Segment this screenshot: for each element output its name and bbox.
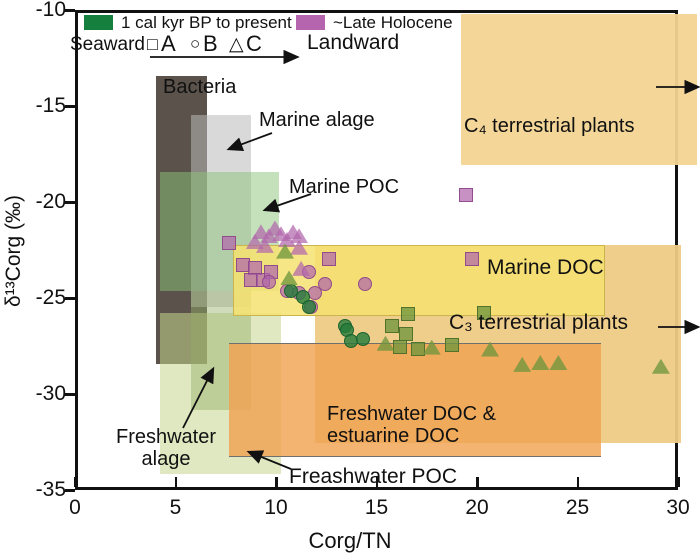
- x-tick-0: 0: [69, 496, 81, 519]
- x-tick-25: 25: [565, 496, 590, 519]
- x-tick-15: 15: [364, 496, 389, 519]
- x-tick-10: 10: [264, 496, 288, 519]
- data-point-circle: [358, 276, 373, 291]
- x-tick-30: 30: [666, 496, 690, 519]
- freshwater-algae-label: Freshwater alage: [115, 426, 217, 470]
- site-c-triangle-icon: △: [229, 34, 244, 55]
- y-tickmark: [65, 9, 75, 12]
- data-point-square: [458, 188, 473, 203]
- x-tick-5: 5: [169, 496, 182, 519]
- y-axis-title: δ¹³Corg (‰): [2, 195, 25, 308]
- data-point-square: [464, 251, 479, 266]
- x-tick-20: 20: [465, 496, 489, 519]
- data-point-square: [384, 318, 399, 333]
- marine-algae-label: Marine alage: [259, 109, 375, 131]
- y-tick--35: -35: [35, 478, 66, 501]
- y-tickmark: [65, 297, 75, 300]
- y-tickmark: [65, 201, 75, 204]
- legend-label-holocene: ~Late Holocene: [333, 13, 453, 32]
- marine-poc-label: Marine POC: [289, 176, 400, 198]
- data-point-circle: [318, 276, 333, 291]
- x-tickmark: [375, 477, 378, 487]
- plot-area: C₄ terrestrial plants C₃ terrestrial plan…: [75, 10, 698, 490]
- x-tickmark: [677, 477, 680, 487]
- x-tickmark: [275, 477, 278, 487]
- data-point-square: [410, 342, 425, 356]
- site-b-label: B: [203, 31, 218, 56]
- x-tickmark: [74, 477, 77, 487]
- freshwater-poc-label: Freashwater POC: [289, 465, 458, 488]
- data-point-square: [322, 251, 337, 266]
- y-tick--10: -10: [35, 0, 66, 21]
- data-point-square: [477, 305, 492, 320]
- y-tick--30: -30: [35, 382, 66, 405]
- c3-terrestrial-plants-label: C₃ terrestrial plants: [449, 311, 628, 334]
- x-tickmark: [174, 477, 177, 487]
- seaward-label: Seaward: [70, 34, 145, 55]
- x-tickmark: [576, 477, 579, 487]
- data-point-circle: [356, 332, 371, 347]
- y-tickmark: [65, 393, 75, 396]
- y-tick--15: -15: [35, 94, 66, 117]
- c4-terrestrial-plants-label: C₄ terrestrial plants: [464, 115, 635, 137]
- site-a-square-icon: □: [147, 34, 158, 54]
- marine-doc-label: Marine DOC: [487, 256, 604, 279]
- y-tick--20: -20: [35, 190, 66, 213]
- y-tickmark: [65, 105, 75, 108]
- data-point-square: [392, 340, 407, 355]
- marine-doc-region: [232, 245, 605, 317]
- x-tickmark: [476, 477, 479, 487]
- legend-label-recent: 1 cal kyr BP to present: [121, 13, 292, 32]
- x-axis-title: Corg/TN: [308, 528, 392, 553]
- data-point-square: [221, 236, 236, 251]
- data-point-circle: [261, 274, 276, 289]
- bacteria-label: Bacteria: [163, 76, 237, 98]
- y-tickmark: [65, 489, 75, 492]
- data-point-circle: [302, 299, 317, 314]
- legend-swatch-purple: [296, 15, 325, 30]
- y-tick--25: -25: [35, 286, 66, 309]
- legend-swatch-green: [84, 15, 113, 30]
- site-b-circle-icon: ○: [190, 34, 201, 53]
- site-c-label: C: [246, 31, 262, 56]
- data-point-square: [400, 307, 415, 322]
- freshwater-doc-label: Freshwater DOC & estuarine DOC: [327, 403, 496, 447]
- c4-terrestrial-plants-region: [460, 13, 698, 165]
- landward-label: Landward: [307, 31, 400, 54]
- site-a-label: A: [161, 31, 176, 56]
- data-point-square: [398, 326, 413, 341]
- data-point-square: [444, 338, 459, 353]
